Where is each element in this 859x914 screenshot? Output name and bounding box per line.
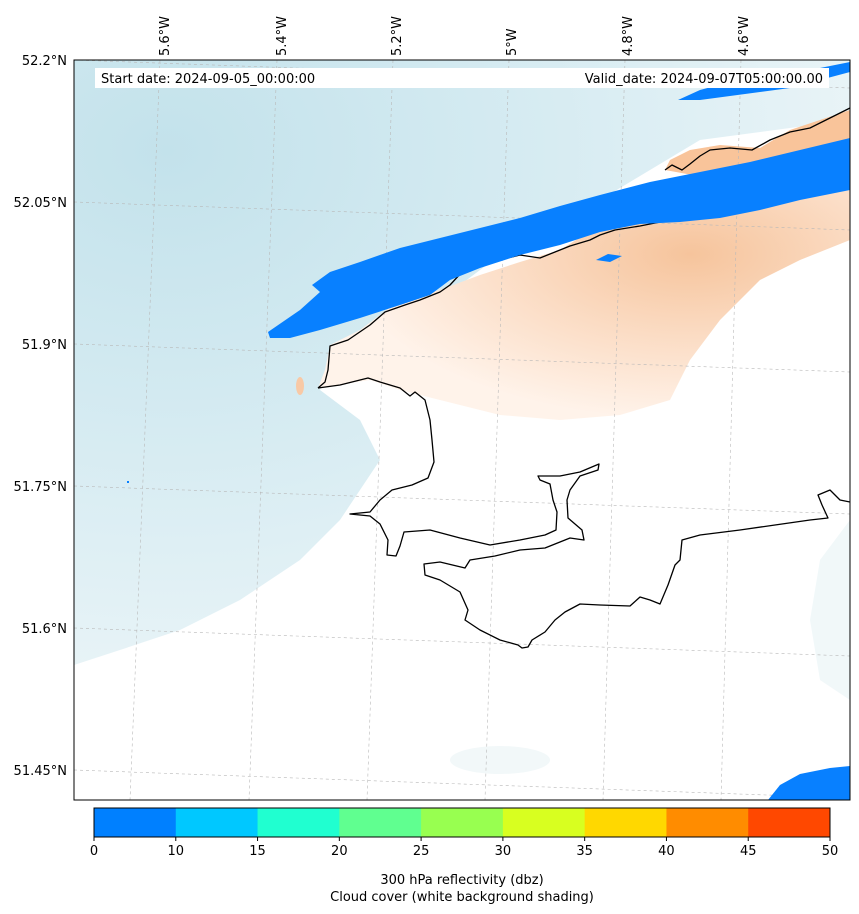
colorbar-tick-label: 25 bbox=[413, 844, 430, 859]
lat-label: 51.45°N bbox=[14, 764, 67, 779]
colorbar-bin bbox=[421, 808, 504, 837]
lon-label: 4.6°W bbox=[737, 16, 752, 56]
colorbar-tick-label: 20 bbox=[331, 844, 348, 859]
colorbar-bin bbox=[584, 808, 667, 837]
colorbar-tick-label: 35 bbox=[576, 844, 593, 859]
colorbar-tick-label: 10 bbox=[168, 844, 185, 859]
lon-label: 5.4°W bbox=[275, 16, 290, 56]
colorbar-bin bbox=[339, 808, 422, 837]
valid-date-label: Valid_date: 2024-09-07T05:00:00.00 bbox=[585, 72, 823, 87]
lon-label: 5.6°W bbox=[158, 16, 173, 56]
latitude-labels: 52.2°N 52.05°N 51.9°N 51.75°N 51.6°N 51.… bbox=[14, 54, 67, 779]
lon-label: 5°W bbox=[505, 28, 520, 56]
lon-label: 5.2°W bbox=[390, 16, 405, 56]
colorbar-bin bbox=[175, 808, 259, 837]
lat-label: 51.6°N bbox=[22, 622, 67, 637]
lat-label: 51.75°N bbox=[14, 480, 67, 495]
lat-label: 52.05°N bbox=[14, 196, 67, 211]
colorbar-tick-label: 15 bbox=[249, 844, 266, 859]
colorbar-frame bbox=[93, 807, 831, 838]
colorbar-bin bbox=[502, 808, 586, 837]
lon-label: 4.8°W bbox=[621, 16, 636, 56]
colorbar-bin bbox=[257, 808, 340, 837]
land-shading bbox=[318, 165, 850, 420]
map-area: Start date: 2024-09-05_00:00:00 Valid_da… bbox=[74, 60, 850, 800]
longitude-labels: 5.6°W 5.4°W 5.2°W 5°W 4.8°W 4.6°W bbox=[158, 16, 752, 56]
colorbar-bins bbox=[94, 808, 831, 837]
lat-label: 51.9°N bbox=[22, 338, 67, 353]
info-box bbox=[95, 68, 829, 88]
colorbar-bin bbox=[748, 808, 831, 837]
land-shading-spot bbox=[296, 377, 304, 395]
colorbar-ticks: 0 10 15 20 25 30 35 40 45 50 bbox=[90, 837, 838, 859]
colorbar-tick-label: 0 bbox=[90, 844, 98, 859]
lat-label: 52.2°N bbox=[22, 54, 67, 69]
reflectivity-pixel bbox=[127, 481, 129, 483]
colorbar-tick-label: 30 bbox=[495, 844, 512, 859]
cloud-cover-shading bbox=[74, 60, 850, 665]
colorbar-label: 300 hPa reflectivity (dbz) bbox=[380, 873, 543, 888]
colorbar: 0 10 15 20 25 30 35 40 45 50 300 hPa reflectivity… bbox=[90, 807, 838, 905]
colorbar-tick-label: 50 bbox=[822, 844, 839, 859]
cloud-cover-patch-south bbox=[450, 746, 550, 774]
colorbar-bin bbox=[94, 808, 177, 837]
colorbar-sublabel: Cloud cover (white background shading) bbox=[330, 890, 594, 905]
colorbar-tick-label: 40 bbox=[658, 844, 675, 859]
colorbar-bin bbox=[666, 808, 749, 837]
start-date-label: Start date: 2024-09-05_00:00:00 bbox=[101, 72, 315, 87]
map-frame bbox=[73, 59, 851, 801]
colorbar-tick-label: 45 bbox=[740, 844, 757, 859]
